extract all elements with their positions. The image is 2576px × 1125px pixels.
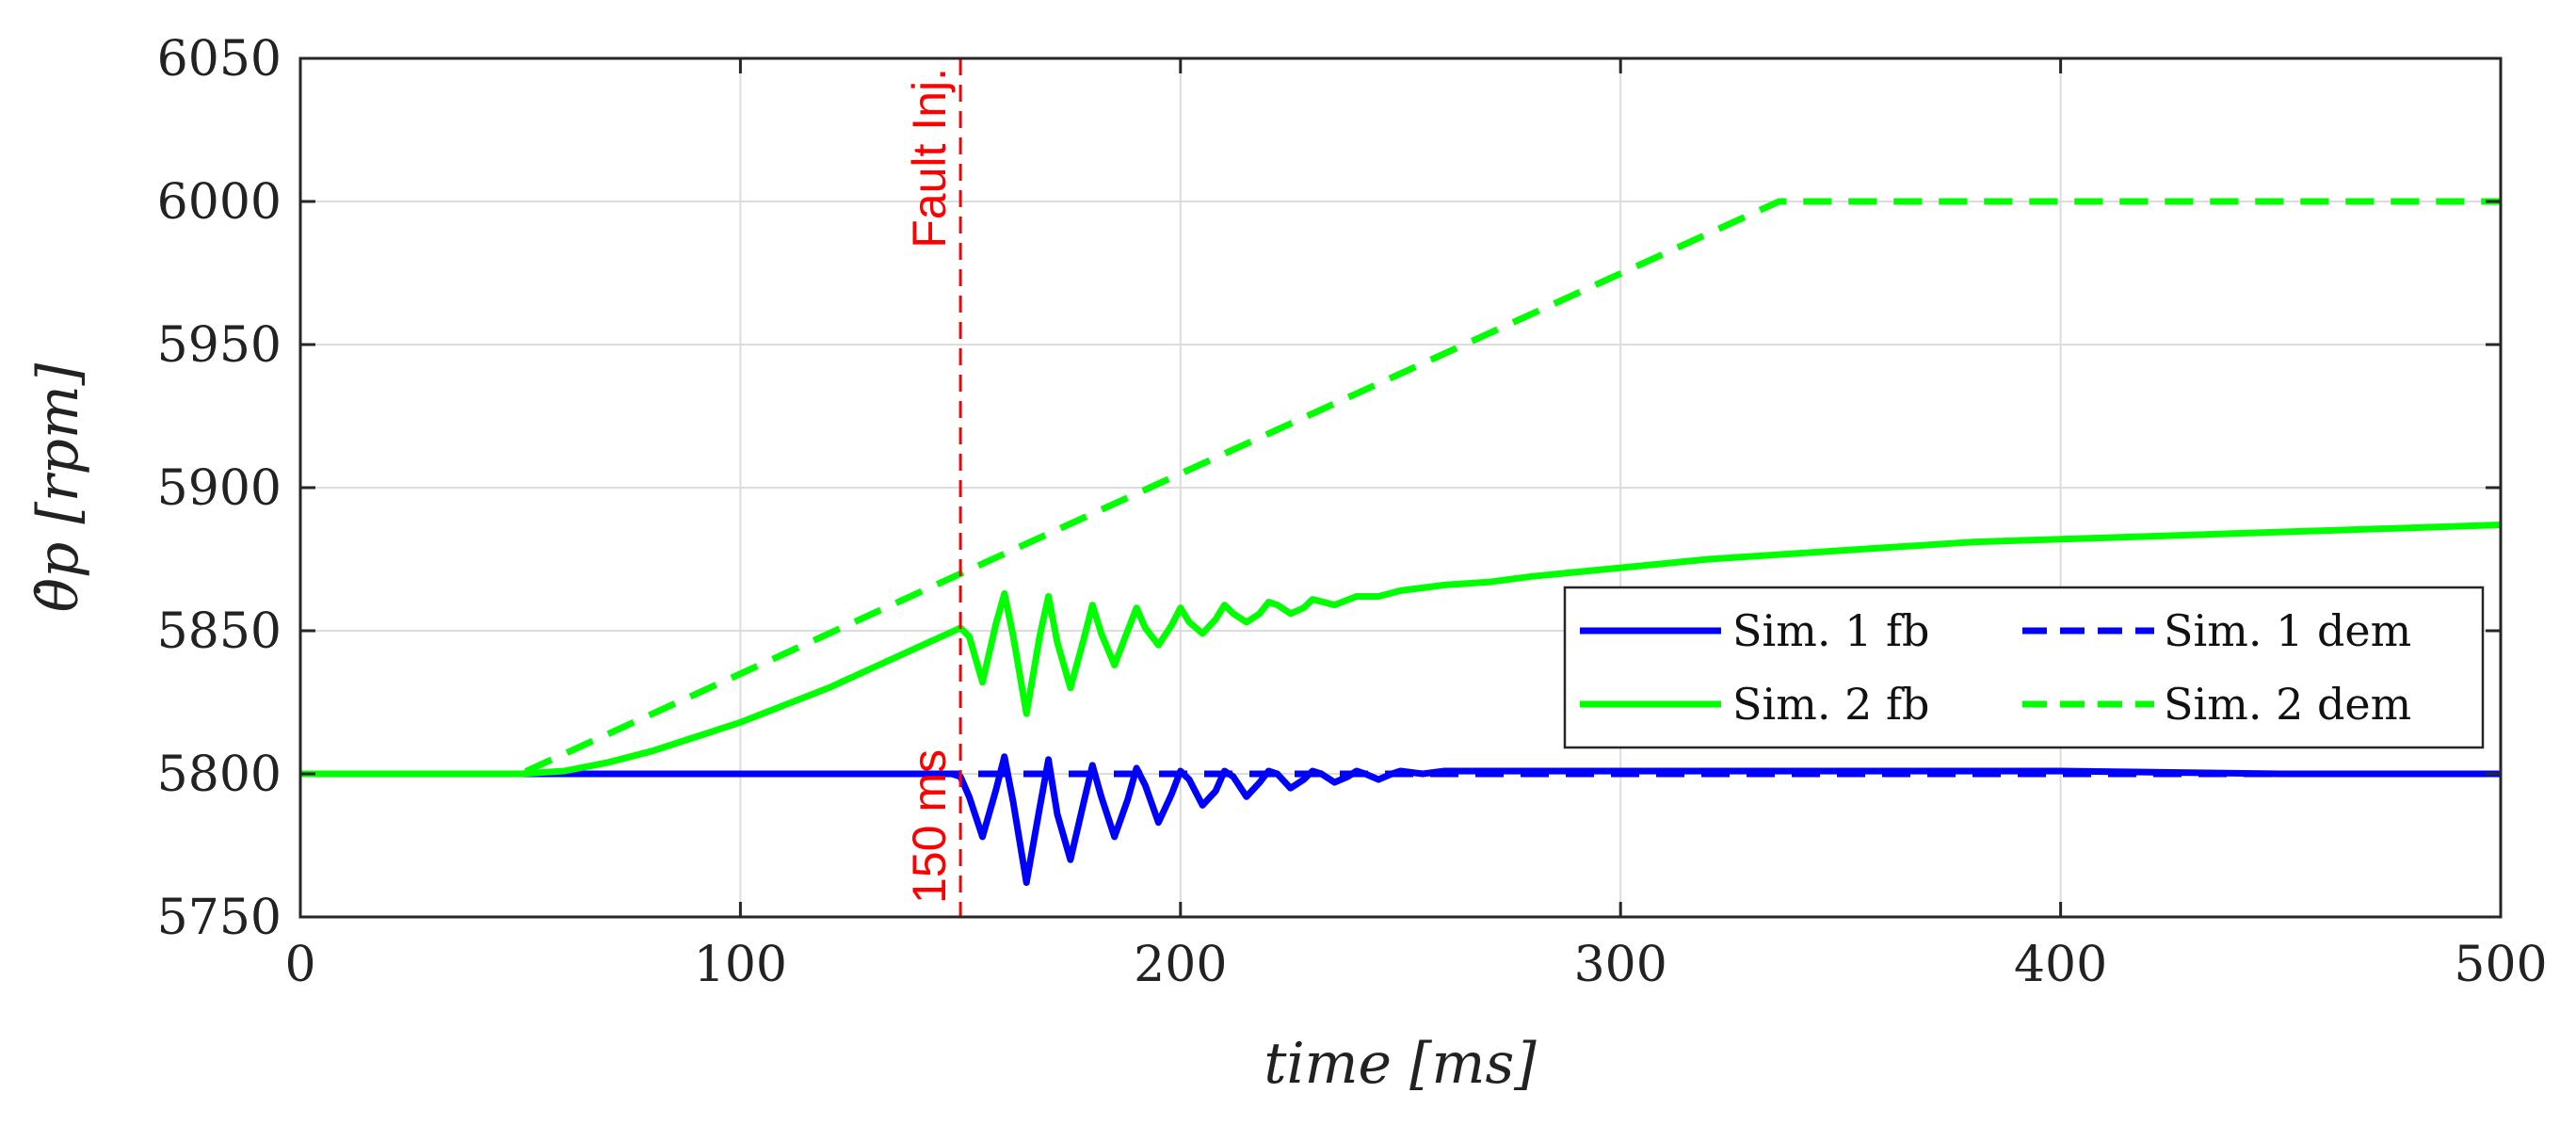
x-tick-label: 200 (1134, 937, 1227, 993)
fault-injection-label: Fault Inj. (903, 68, 956, 249)
fault-annotation: Fault Inj. 150 ms (903, 58, 962, 917)
legend-label-sim1-dem: Sim. 1 dem (2164, 605, 2411, 656)
y-axis-label: θ̇p [rpm] (25, 362, 91, 612)
axis-ticks (298, 56, 2503, 919)
fault-time-label: 150 ms (903, 749, 956, 904)
x-axis-label: time [ms] (1264, 1031, 1537, 1097)
tick-labels: 0 100 200 300 400 500 5750 5800 5850 5900 5950 6000… (157, 31, 2548, 993)
y-tick-label: 5750 (157, 890, 282, 946)
series-line-sim-2-fb (300, 522, 2502, 778)
y-tick-label: 5950 (157, 317, 282, 374)
y-tick-label: 6000 (157, 174, 282, 231)
y-tick-label: 5900 (157, 460, 282, 517)
y-tick-label: 5850 (157, 603, 282, 660)
x-tick-label: 400 (2014, 937, 2107, 993)
x-tick-label: 100 (694, 937, 787, 993)
x-tick-label: 500 (2454, 937, 2547, 993)
legend-label-sim2-dem: Sim. 2 dem (2164, 679, 2411, 730)
x-tick-label: 0 (284, 937, 315, 993)
legend-box (1563, 586, 2485, 749)
x-tick-label: 300 (1574, 937, 1667, 993)
legend: Sim. 1 fb Sim. 1 dem Sim. 2 fb Sim. 2 de… (1563, 586, 2485, 749)
series-layer (300, 198, 2502, 886)
legend-label-sim1-fb: Sim. 1 fb (1732, 605, 1929, 656)
y-tick-label: 5800 (157, 747, 282, 803)
legend-label-sim2-fb: Sim. 2 fb (1732, 679, 1929, 730)
y-tick-label: 6050 (157, 31, 282, 88)
